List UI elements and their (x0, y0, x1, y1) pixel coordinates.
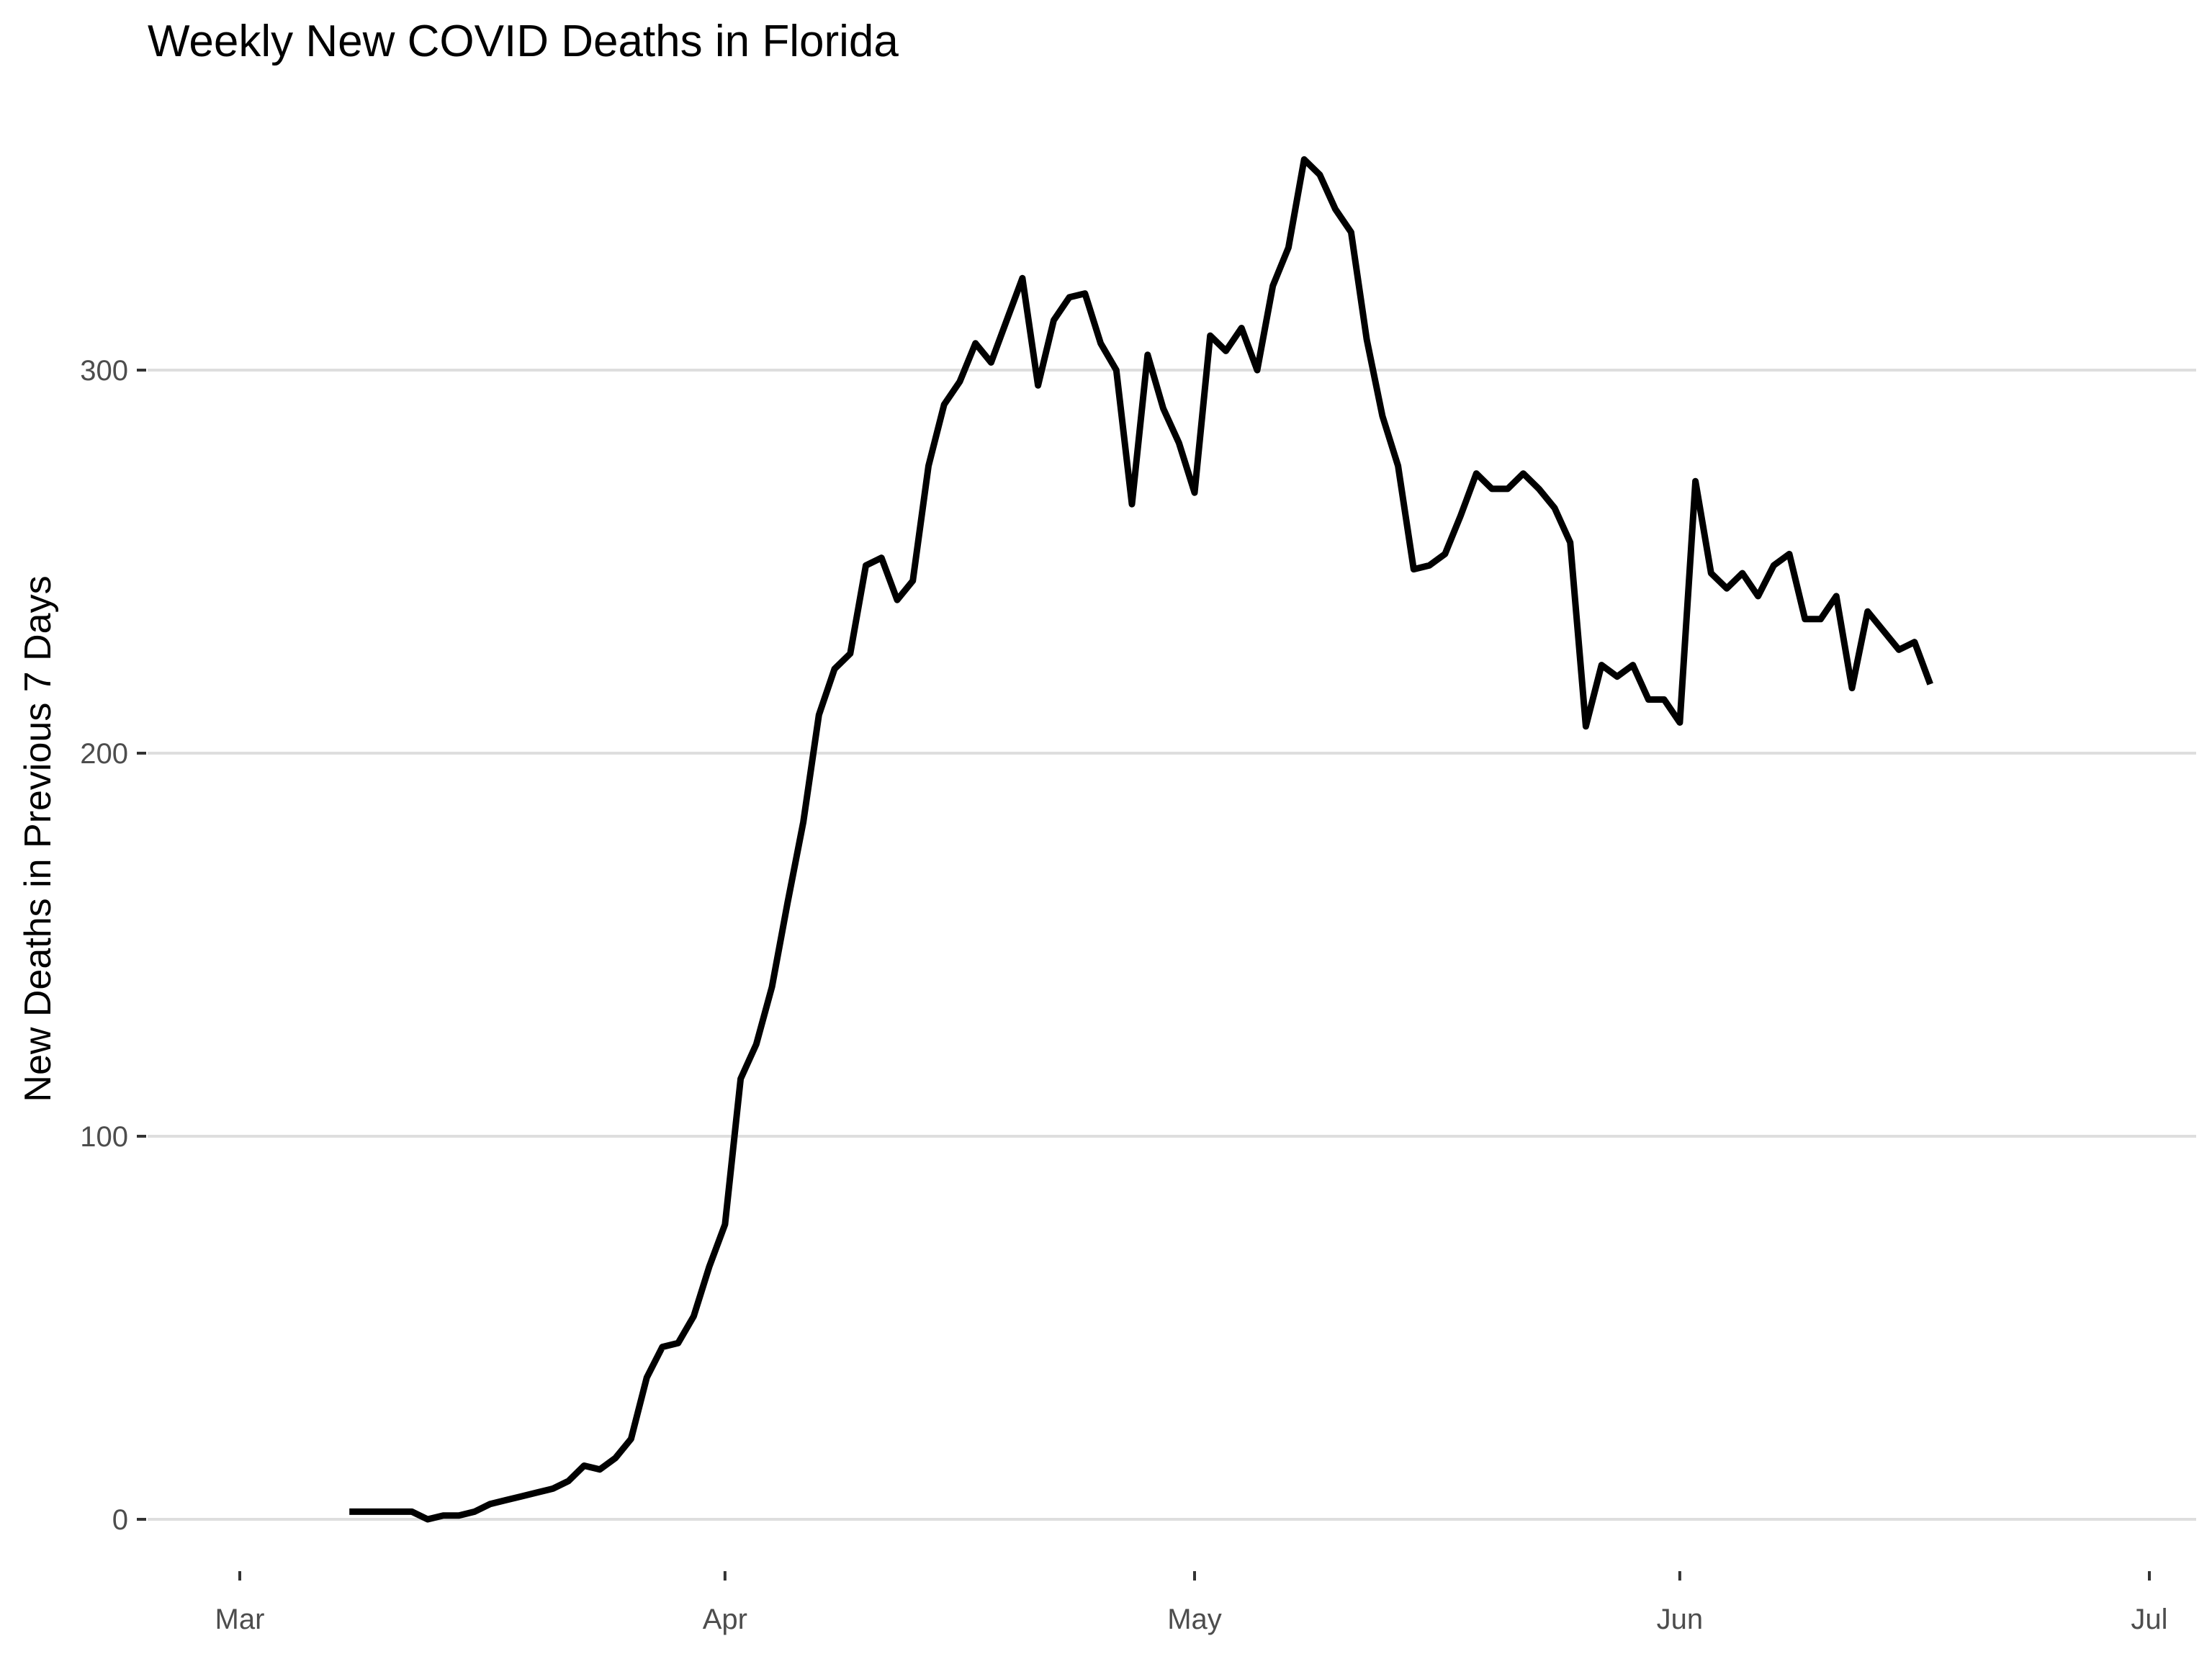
y-tick-label: 100 (80, 1121, 128, 1153)
x-tick-label: Mar (215, 1604, 265, 1635)
x-tick-label: Apr (703, 1604, 747, 1635)
chart-title: Weekly New COVID Deaths in Florida (148, 17, 899, 66)
x-tick-label: Jun (1657, 1604, 1704, 1635)
y-axis-title: New Deaths in Previous 7 Days (17, 575, 59, 1102)
series-layer (349, 156, 1933, 1523)
x-tick-label: Jul (2131, 1604, 2167, 1635)
gridlines (148, 369, 2196, 1521)
axes: 0 100 200 300 Mar Apr May Jun Jul (80, 355, 2167, 1635)
y-tick-label: 300 (80, 355, 128, 387)
y-tick-label: 200 (80, 738, 128, 770)
series-line-deaths (349, 156, 1933, 1523)
y-tick-label: 0 (112, 1504, 128, 1536)
x-tick-label: May (1167, 1604, 1222, 1635)
